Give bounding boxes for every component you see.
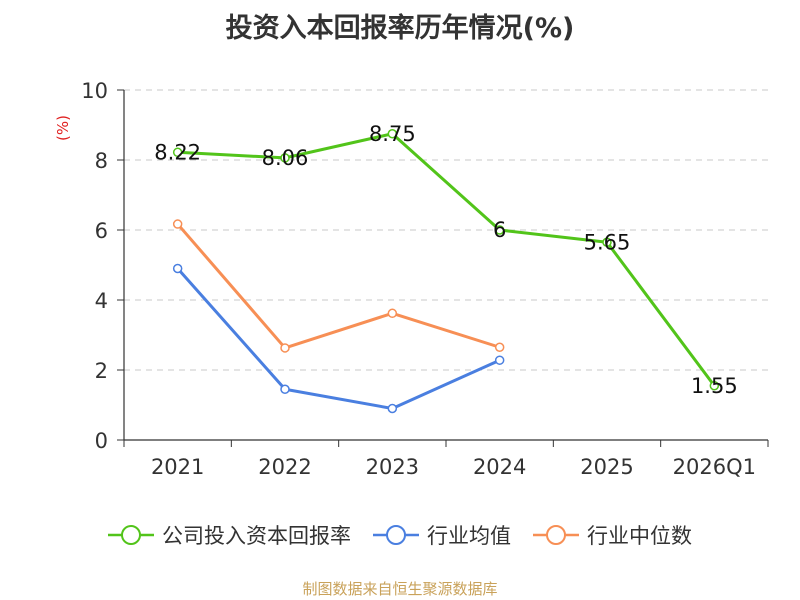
y-axis-label: (%) xyxy=(54,115,72,141)
data-label: 8.75 xyxy=(369,122,416,146)
legend-label: 行业中位数 xyxy=(587,524,692,548)
chart-title: 投资入本回报率历年情况(%) xyxy=(225,13,575,44)
legend-line-circle-icon xyxy=(533,525,579,545)
data-point xyxy=(387,129,398,139)
data-point xyxy=(387,308,398,319)
data-point xyxy=(280,153,290,163)
data-label: 8.06 xyxy=(262,146,309,170)
data-point xyxy=(494,355,505,365)
data-point xyxy=(172,219,183,229)
y-tick-label: 6 xyxy=(95,219,108,243)
series-line-2 xyxy=(176,223,501,350)
x-tick-label: 2024 xyxy=(473,455,526,479)
legend: 公司投入资本回报率 行业均值 行业中位数 xyxy=(0,520,800,550)
legend-item[interactable]: 行业中位数 xyxy=(533,520,692,550)
data-point xyxy=(494,342,505,352)
data-point xyxy=(280,343,290,353)
data-label: 6 xyxy=(493,218,506,242)
x-tick-label: 2021 xyxy=(151,455,204,479)
legend-item[interactable]: 公司投入资本回报率 xyxy=(108,520,351,550)
data-point xyxy=(709,381,720,391)
data-point xyxy=(280,384,290,394)
legend-label: 公司投入资本回报率 xyxy=(162,524,351,548)
data-point xyxy=(602,237,612,247)
y-tick-label: 4 xyxy=(95,289,108,313)
data-label: 8.22 xyxy=(154,140,201,164)
data-point xyxy=(172,147,183,158)
data-source-note: 制图数据来自恒生聚源数据库 xyxy=(302,580,498,598)
x-tick-label: 2022 xyxy=(258,455,311,479)
data-point xyxy=(494,225,505,235)
y-tick-label: 0 xyxy=(95,429,108,453)
data-point xyxy=(387,403,398,414)
data-label: 1.55 xyxy=(691,374,738,398)
legend-line-circle-icon xyxy=(373,525,419,545)
x-tick-label: 2023 xyxy=(366,455,419,479)
x-tick-label: 2026Q1 xyxy=(673,455,756,479)
y-tick-label: 10 xyxy=(81,79,108,103)
y-tick-label: 2 xyxy=(95,359,108,383)
legend-item[interactable]: 行业均值 xyxy=(373,520,511,550)
series-line-0 xyxy=(177,132,716,387)
legend-label: 行业均值 xyxy=(427,524,511,548)
data-point xyxy=(172,263,183,274)
data-label: 5.65 xyxy=(584,230,631,254)
legend-line-circle-icon xyxy=(108,525,154,545)
y-tick-label: 8 xyxy=(95,149,108,173)
series-line-1 xyxy=(176,267,501,410)
x-tick-label: 2025 xyxy=(580,455,633,479)
